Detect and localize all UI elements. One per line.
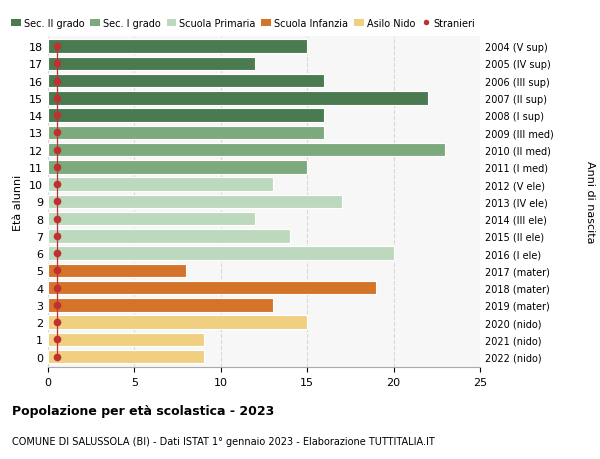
Bar <box>48 213 256 226</box>
Legend: Sec. II grado, Sec. I grado, Scuola Primaria, Scuola Infanzia, Asilo Nido, Stran: Sec. II grado, Sec. I grado, Scuola Prim… <box>11 18 475 28</box>
Bar <box>48 298 272 312</box>
Bar <box>48 178 272 191</box>
Bar <box>48 144 445 157</box>
Bar <box>48 230 290 243</box>
Bar <box>48 126 325 140</box>
Text: COMUNE DI SALUSSOLA (BI) - Dati ISTAT 1° gennaio 2023 - Elaborazione TUTTITALIA.: COMUNE DI SALUSSOLA (BI) - Dati ISTAT 1°… <box>12 436 435 446</box>
Bar <box>48 109 325 123</box>
Bar <box>48 264 186 278</box>
Y-axis label: Anni di nascita: Anni di nascita <box>585 161 595 243</box>
Bar <box>48 57 256 71</box>
Y-axis label: Età alunni: Età alunni <box>13 174 23 230</box>
Bar <box>48 195 342 209</box>
Bar <box>48 161 307 174</box>
Text: Popolazione per età scolastica - 2023: Popolazione per età scolastica - 2023 <box>12 404 274 417</box>
Bar <box>48 247 394 260</box>
Bar <box>48 316 307 329</box>
Bar <box>48 75 325 88</box>
Bar <box>48 333 203 347</box>
Bar <box>48 92 428 106</box>
Bar <box>48 281 376 295</box>
Bar <box>48 40 307 54</box>
Bar <box>48 350 203 364</box>
